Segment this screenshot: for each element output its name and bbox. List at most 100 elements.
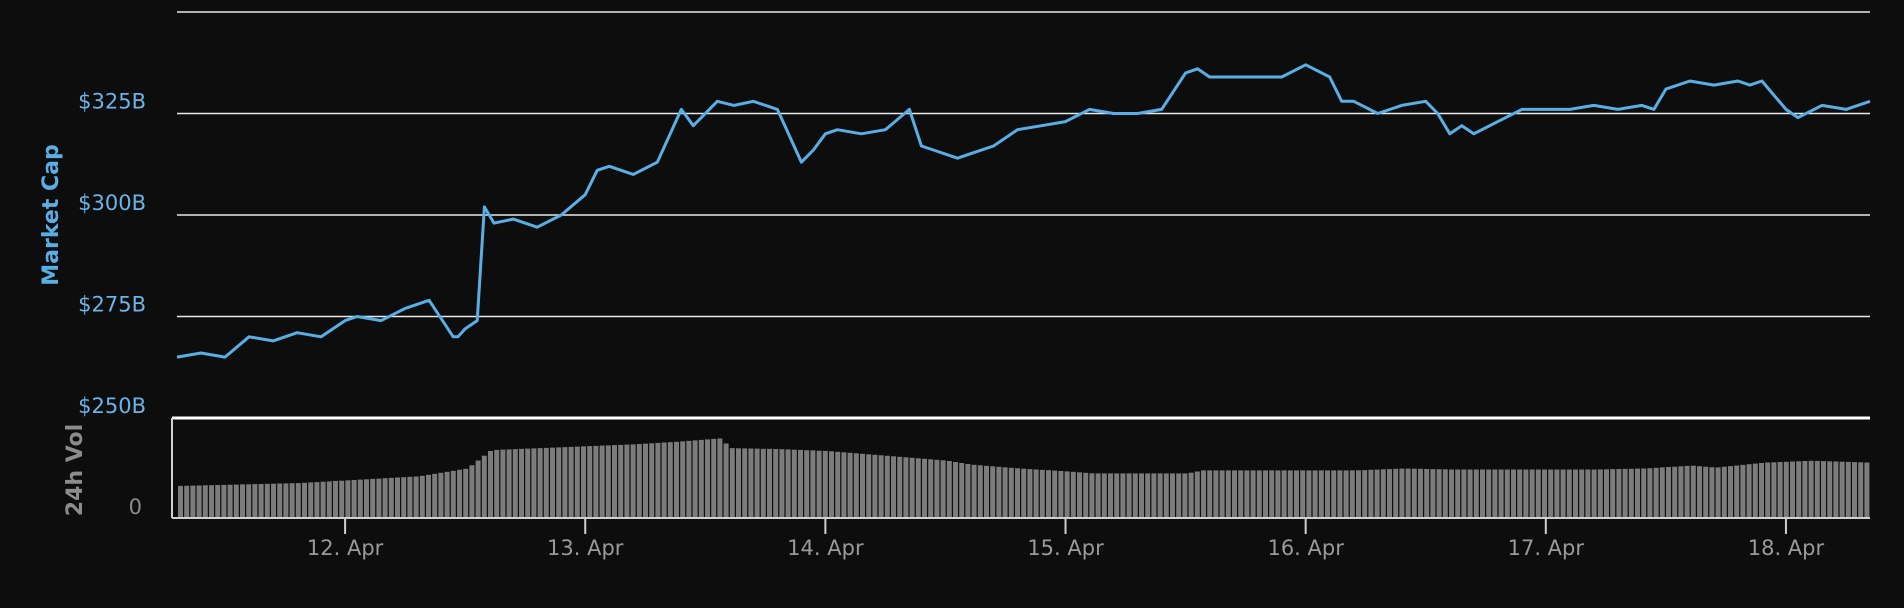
volume-bar [202, 485, 208, 517]
volume-bar [1790, 461, 1795, 517]
volume-bar [190, 485, 196, 517]
volume-bar [1337, 470, 1343, 517]
volume-bar [1554, 469, 1560, 517]
volume-bar [252, 484, 258, 517]
volume-bar [1647, 468, 1653, 517]
volume-bar [1213, 470, 1219, 517]
volume-bar [1287, 470, 1293, 517]
x-tick-label: 13. Apr [547, 536, 624, 560]
volume-bar [1306, 470, 1312, 517]
volume-bar [711, 438, 717, 517]
volume-bar [705, 439, 710, 517]
volume-bar [1560, 469, 1566, 517]
volume-bar [1430, 469, 1436, 517]
volume-bar [1405, 468, 1411, 517]
volume-bar [798, 449, 803, 517]
volume-bar [773, 449, 779, 517]
volume-bar [1504, 469, 1510, 517]
volume-bar [246, 484, 252, 517]
volume-bar [612, 445, 617, 517]
volume-bar [630, 444, 636, 517]
volume-bar [426, 474, 431, 517]
volume-bar [835, 451, 841, 517]
volume-bar [1387, 469, 1392, 517]
volume-bar [959, 463, 965, 517]
volume-bar [1610, 469, 1616, 517]
volume-bar [822, 450, 828, 517]
volume-bar [1666, 467, 1671, 517]
volume-bar [791, 449, 797, 517]
volume-bar [667, 442, 673, 517]
volume-bar [351, 480, 357, 517]
volume-bar [785, 449, 791, 517]
volume-bar [1294, 470, 1299, 517]
volume-bar [537, 448, 543, 517]
volume-bar [760, 448, 766, 517]
y-axis-ticks: $250B $275B $300B $325B [78, 90, 146, 419]
volume-bar [581, 446, 586, 517]
volume-bar [264, 483, 270, 517]
volume-bar [1151, 473, 1157, 517]
volume-bar [649, 443, 655, 517]
volume-bar [1095, 473, 1101, 517]
volume-bar [680, 441, 686, 517]
volume-bar [587, 446, 593, 517]
volume-bar [1021, 468, 1027, 517]
volume-bar [1635, 468, 1640, 517]
volume-bar [909, 457, 915, 517]
volume-bar [1411, 468, 1417, 517]
volume-bar [1864, 462, 1870, 517]
volume-bar [1765, 462, 1771, 517]
volume-bar [1591, 469, 1597, 517]
volume-bar [196, 485, 202, 517]
volume-bar [289, 483, 295, 517]
volume-bar [903, 457, 909, 517]
volume-bar [1120, 473, 1126, 517]
x-tick-label: 18. Apr [1748, 536, 1825, 560]
volume-bar [339, 480, 345, 517]
volume-bar [748, 448, 754, 517]
volume-bar [295, 483, 301, 517]
volume-bar [1132, 473, 1138, 517]
volume-bar [804, 450, 810, 517]
volume-bar [1709, 467, 1715, 517]
volume-bar [1188, 472, 1194, 517]
volume-bar [215, 485, 221, 517]
volume-bar [686, 440, 692, 517]
volume-bar [1263, 470, 1268, 517]
volume-bar [1697, 466, 1702, 517]
volume-bar [810, 450, 816, 517]
y-axis-title: Market Cap [39, 144, 64, 285]
volume-bar [1542, 469, 1547, 517]
volume-bar [922, 458, 927, 517]
volume-bar [271, 483, 276, 517]
volume-bar [1163, 473, 1169, 517]
volume-bar [897, 456, 903, 517]
volume-bar [1207, 470, 1213, 517]
volume-bar [370, 478, 376, 517]
volume-bar [1852, 462, 1857, 517]
volume-bar [1455, 469, 1461, 517]
volume-bar [1480, 469, 1485, 517]
y-tick-label: $275B [78, 293, 146, 317]
volume-bar [1101, 473, 1107, 517]
volume-bar [1399, 468, 1405, 517]
volume-bar [754, 448, 760, 517]
volume-bar [1517, 469, 1523, 517]
volume-bar [661, 442, 667, 517]
volume-bar [1393, 468, 1399, 517]
volume-bar [469, 465, 475, 517]
volume-bar [1616, 469, 1622, 517]
volume-bar [1449, 469, 1454, 517]
volume-bar [1250, 470, 1256, 517]
x-tick-label: 15. Apr [1027, 536, 1104, 560]
volume-bar [884, 455, 890, 517]
volume-bar [692, 440, 698, 517]
volume-bar [1492, 469, 1498, 517]
volume-bar [233, 484, 239, 517]
volume-bar [1157, 473, 1163, 517]
volume-bar [1672, 466, 1678, 517]
volume-bar [481, 455, 487, 517]
volume-bar [829, 451, 834, 517]
volume-bar [1442, 469, 1448, 517]
